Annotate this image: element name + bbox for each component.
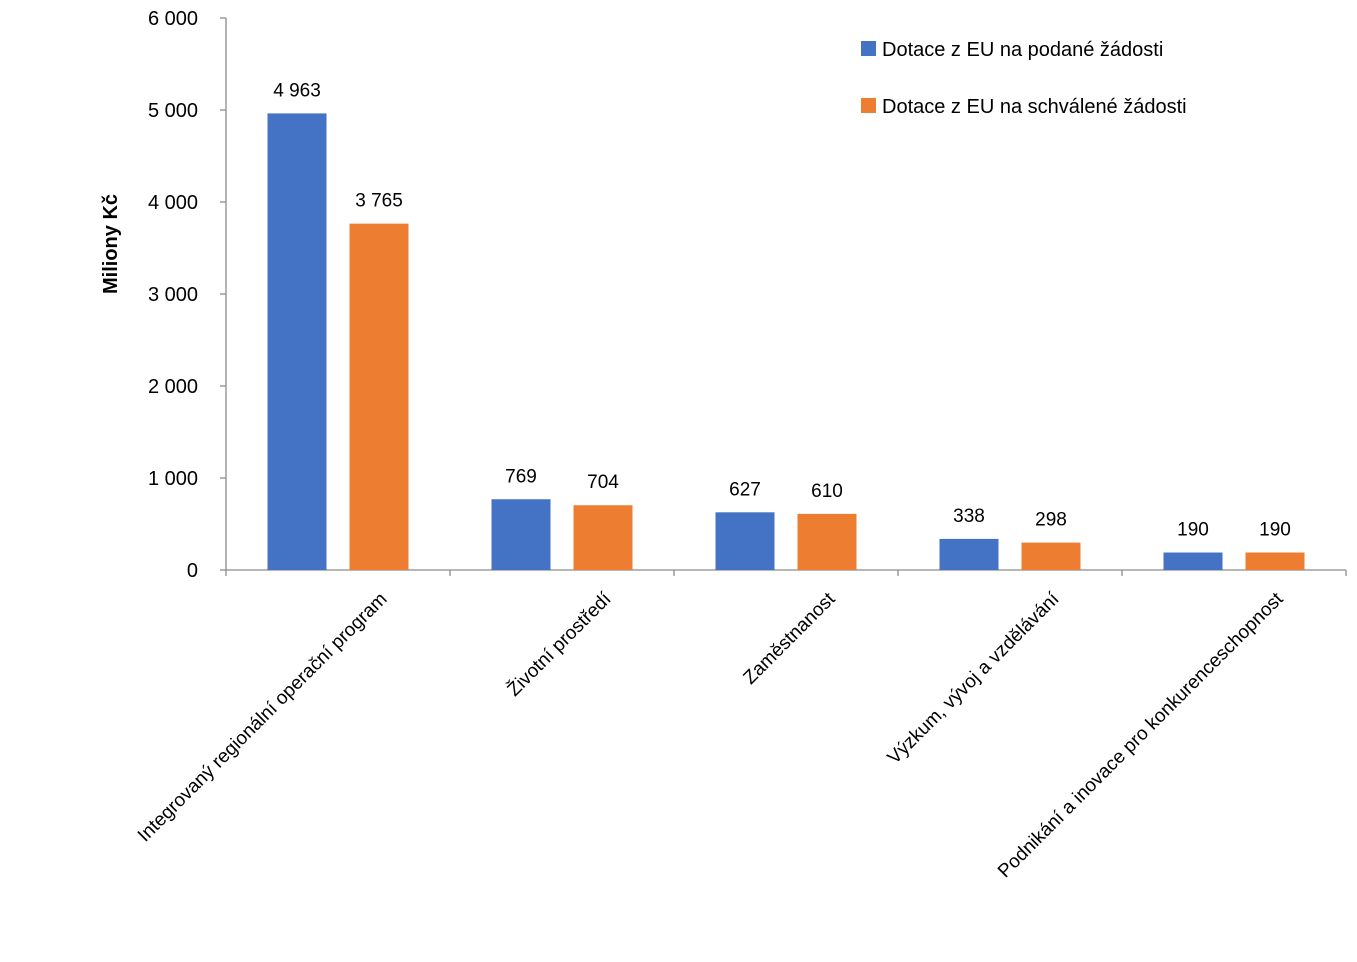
- bar: [715, 512, 775, 570]
- y-axis: 0 1 000 2 000 3 000 4 000 5 000 6 000: [148, 8, 227, 582]
- bars: [267, 113, 1305, 571]
- bar: [267, 113, 327, 571]
- y-tick-label: 3 000: [148, 284, 198, 306]
- bar: [797, 513, 857, 570]
- bar: [349, 223, 409, 570]
- x-axis: [225, 569, 1347, 576]
- legend-swatch: [861, 98, 876, 113]
- data-label: 190: [1177, 520, 1209, 541]
- bar: [1163, 552, 1223, 570]
- data-label: 627: [729, 479, 761, 500]
- y-tick-label: 6 000: [148, 8, 198, 30]
- legend: Dotace z EU na podané žádosti Dotace z EU…: [861, 39, 1187, 118]
- data-label: 190: [1259, 520, 1291, 541]
- data-label: 769: [505, 466, 537, 487]
- bar: [491, 499, 551, 570]
- bar: [573, 505, 633, 570]
- category-label: Zaměstnanost: [740, 588, 840, 688]
- data-label: 298: [1035, 510, 1067, 531]
- category-labels: Integrovaný regionální operační program Ž…: [134, 587, 1288, 882]
- bar: [1245, 552, 1305, 570]
- legend-label: Dotace z EU na schválené žádosti: [882, 96, 1187, 118]
- data-label: 3 765: [355, 191, 403, 212]
- category-label: Výzkum, vývoj a vzdělávání: [884, 588, 1064, 768]
- data-label: 704: [587, 472, 619, 493]
- data-label: 338: [953, 506, 985, 527]
- bar: [1021, 542, 1081, 570]
- data-labels: 4 963 3 765 769 704 627 610 338 298 190 190: [273, 80, 1291, 540]
- legend-swatch: [861, 41, 876, 56]
- y-tick-label: 1 000: [148, 468, 198, 490]
- y-axis-title: Miliony Kč: [100, 194, 122, 294]
- data-label: 4 963: [273, 80, 321, 101]
- bar: [939, 538, 999, 570]
- category-label: Životní prostředí: [503, 587, 616, 700]
- y-tick-label: 4 000: [148, 192, 198, 214]
- category-label: Integrovaný regionální operační program: [134, 589, 392, 847]
- data-label: 610: [811, 481, 843, 502]
- y-tick-label: 0: [187, 560, 198, 582]
- category-label: Podnikání a inovace pro konkurenceschopn…: [994, 588, 1288, 882]
- y-tick-label: 5 000: [148, 100, 198, 122]
- y-tick-label: 2 000: [148, 376, 198, 398]
- legend-label: Dotace z EU na podané žádosti: [882, 39, 1163, 61]
